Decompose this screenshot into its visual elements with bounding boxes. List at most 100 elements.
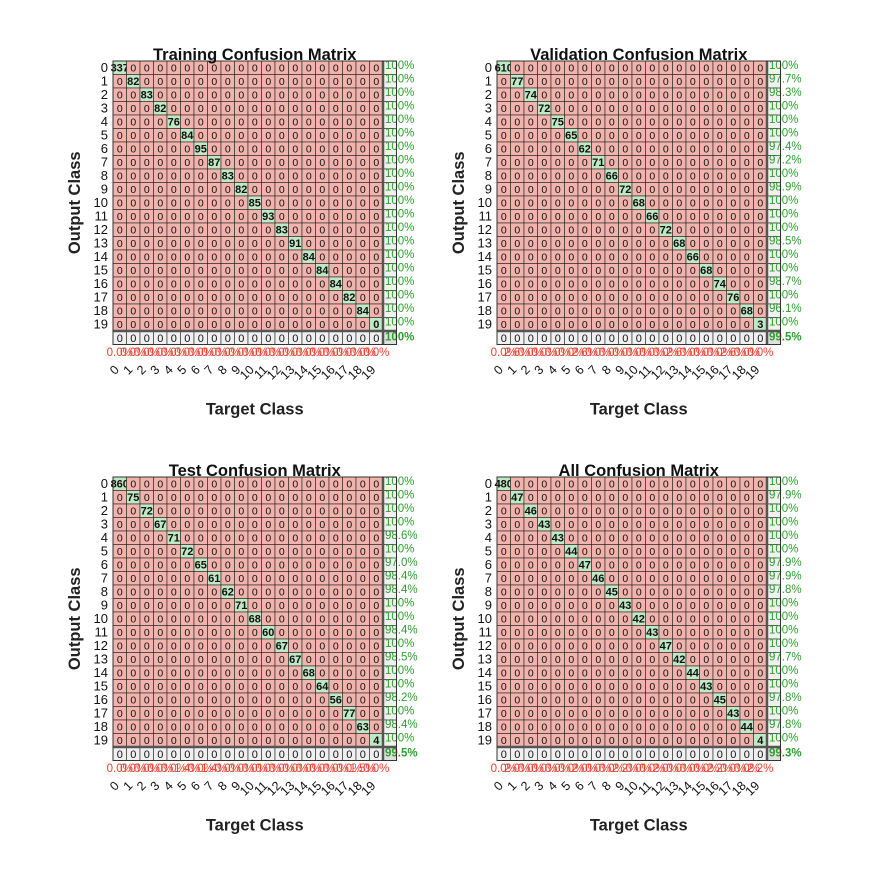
cell-value: 0 [144,265,150,277]
cell-value: 0 [541,157,547,169]
cell-value: 0 [184,306,190,318]
cell-value: 0 [568,668,574,680]
cell-value: 0 [609,238,615,250]
cell-value: 0 [555,681,561,693]
cell-value: 0 [555,708,561,720]
cell-value: 0 [319,211,325,223]
cell-value: 0 [171,506,177,518]
cell-value: 0 [555,695,561,707]
cell-value: 0 [568,506,574,518]
cell-value: 0 [717,130,723,142]
cell-value: 0 [252,506,258,518]
cell-value: 0 [333,708,339,720]
cell-value: 0 [279,560,285,572]
cell-value: 47 [511,492,523,504]
cell-value: 0 [744,560,750,572]
cell-value: 0 [757,506,763,518]
cell-value: 0 [265,695,271,707]
cell-value: 0 [360,479,366,491]
cell-value: 0 [346,130,352,142]
cell-value: 0 [292,76,298,88]
cell-value: 0 [676,614,682,626]
cell-value: 0 [279,198,285,210]
cell-value: 0 [703,735,709,747]
cell-value: 0 [676,533,682,545]
cell-value: 0 [333,76,339,88]
cell-value: 0 [225,735,231,747]
cell-value: 0 [514,627,520,639]
cell-value: 0 [555,265,561,277]
cell-value: 0 [360,654,366,666]
cell-value: 0 [184,319,190,331]
cell-value: 0 [306,117,312,129]
cell-value: 0 [676,90,682,102]
cell-value: 0 [211,238,217,250]
cell-value: 0 [690,306,696,318]
x-axis-label: Target Class [206,401,304,419]
cell-value: 0 [144,546,150,558]
cell-value: 0 [292,211,298,223]
cell-value: 66 [646,211,658,223]
cell-value: 0 [541,144,547,156]
cell-value: 43 [552,533,564,545]
cell-value: 0 [171,238,177,250]
cell-value: 0 [744,238,750,250]
cell-value: 0 [690,265,696,277]
cell-value: 0 [744,184,750,196]
cell-value: 0 [184,735,190,747]
cell-value: 0 [663,252,669,264]
cell-value: 0 [582,306,588,318]
cell-value: 0 [676,479,682,491]
cell-value: 0 [717,76,723,88]
cell-value: 0 [744,171,750,183]
cell-value: 0 [541,117,547,129]
cell-value: 0 [238,479,244,491]
cell-value: 0 [622,225,628,237]
cell-value: 71 [235,600,247,612]
column-summary-count: 0 [198,333,204,345]
cell-value: 0 [609,506,615,518]
cell-value: 0 [117,238,123,250]
cell-value: 62 [579,144,591,156]
cell-value: 0 [333,225,339,237]
cell-value: 0 [717,519,723,531]
cell-value: 0 [198,506,204,518]
cell-value: 0 [609,641,615,653]
cell-value: 0 [609,735,615,747]
cell-value: 0 [582,63,588,75]
cell-value: 0 [622,695,628,707]
cell-value: 0 [663,533,669,545]
cell-value: 0 [636,546,642,558]
cell-value: 67 [276,641,288,653]
cell-value: 0 [541,252,547,264]
cell-value: 0 [117,211,123,223]
cell-value: 0 [595,681,601,693]
cell-value: 0 [238,533,244,545]
cell-value: 0 [265,238,271,250]
cell-value: 0 [595,117,601,129]
cell-value: 0 [292,265,298,277]
cell-value: 0 [676,306,682,318]
cell-value: 0 [622,546,628,558]
cell-value: 0 [252,708,258,720]
cell-value: 0 [568,225,574,237]
cell-value: 0 [757,252,763,264]
cell-value: 0 [595,211,601,223]
cell-value: 0 [663,695,669,707]
cell-value: 0 [346,157,352,169]
cell-value: 0 [703,211,709,223]
cell-value: 0 [717,479,723,491]
cell-value: 0 [757,144,763,156]
cell-value: 0 [595,238,601,250]
cell-value: 0 [582,238,588,250]
cell-value: 0 [609,681,615,693]
cell-value: 0 [130,225,136,237]
cell-value: 75 [127,492,139,504]
cell-value: 0 [730,668,736,680]
cell-value: 76 [727,292,739,304]
cell-value: 0 [117,533,123,545]
cell-value: 0 [279,735,285,747]
cell-value: 0 [157,184,163,196]
cell-value: 0 [346,533,352,545]
